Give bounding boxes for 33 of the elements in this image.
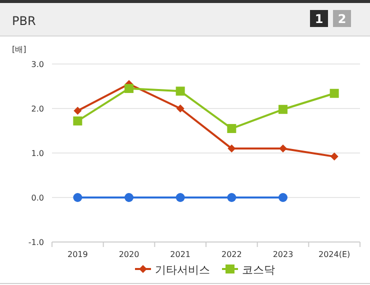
y-tick-label: 1.0 [31, 149, 44, 158]
point [176, 193, 185, 202]
button: 1 [310, 10, 328, 27]
point [228, 144, 236, 153]
point [330, 152, 338, 161]
y-tick-label: -1.0 [28, 238, 44, 247]
point [278, 104, 288, 114]
point [73, 193, 82, 202]
x-tick-label: 2023 [272, 250, 294, 259]
legend-label: 코스닥 [242, 264, 275, 276]
y-tick-label: 3.0 [31, 60, 44, 69]
legend-label: 기타서비스 [155, 264, 210, 276]
y-tick-label: 0.0 [31, 194, 44, 202]
x-tick-label: 2019 [67, 250, 88, 259]
point [176, 86, 185, 96]
point [176, 104, 184, 112]
point [227, 124, 236, 134]
x-tick-label: 2024(E) [318, 250, 350, 259]
x-tick-label: 2020 [118, 250, 140, 259]
y-tick-label: 2.0 [31, 104, 44, 114]
point [279, 144, 287, 153]
point [74, 106, 82, 115]
point [124, 84, 134, 93]
x-tick-label: 2022 [221, 250, 242, 259]
y-axis-title: [배] [12, 45, 26, 54]
chart-title: PBR [12, 14, 36, 28]
point [227, 193, 236, 202]
point [278, 193, 288, 202]
button: 2 [333, 10, 351, 27]
x-tick-label: 2021 [170, 250, 191, 259]
point [124, 193, 134, 202]
point [73, 116, 82, 126]
point [330, 88, 339, 98]
